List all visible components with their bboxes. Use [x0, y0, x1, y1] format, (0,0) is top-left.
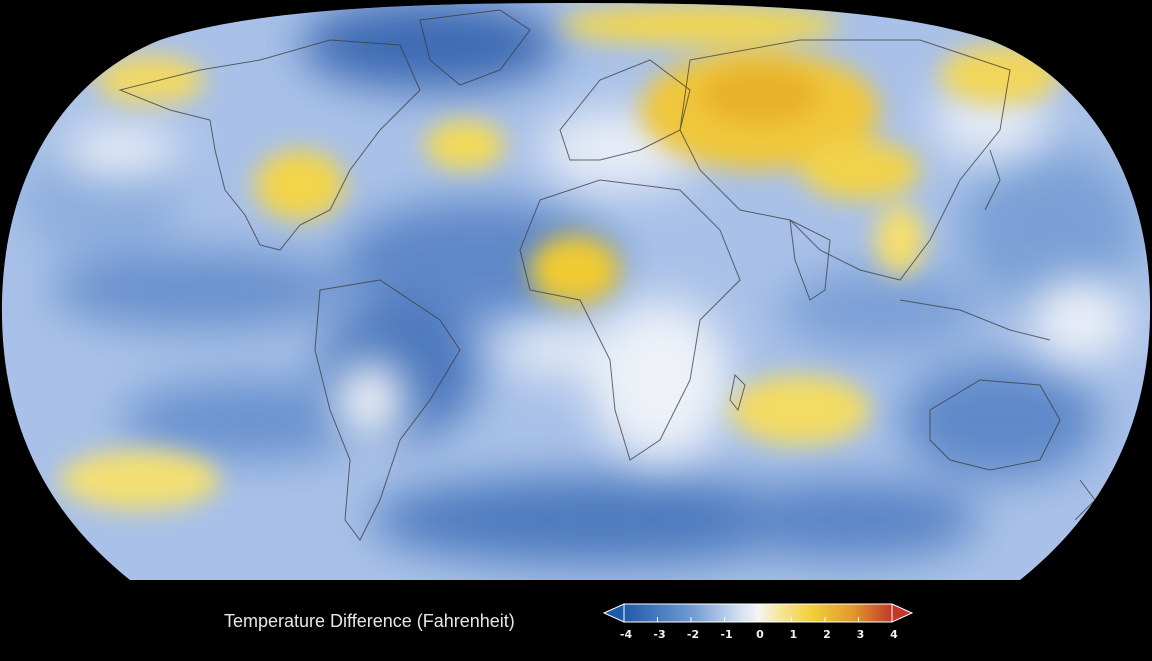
india-outline	[789, 219, 831, 301]
tick-label: -1	[720, 628, 733, 641]
north-america-outline	[118, 39, 421, 251]
africa-outline	[519, 179, 741, 461]
indonesia-outline	[899, 299, 1051, 341]
warm-anomaly-regions	[60, 5, 1060, 510]
greenland-outline	[419, 9, 531, 86]
colorbar-warm-arrow	[891, 603, 914, 623]
australia-outline	[929, 379, 1061, 471]
neutral-anomaly-regions	[60, 80, 1130, 460]
tick-label: -3	[653, 628, 666, 641]
tick-label: 2	[823, 628, 831, 641]
tick-label: 3	[856, 628, 865, 641]
japan-outline	[984, 149, 1001, 211]
colorbar-tick-marks	[623, 617, 893, 622]
madagascar-outline	[729, 373, 746, 412]
anomaly-field	[1, 3, 1151, 580]
south-america-outline	[314, 279, 461, 541]
tick-label: 4	[890, 628, 898, 641]
tick-label: -4	[619, 628, 633, 641]
tick-label: 0	[756, 628, 764, 641]
tick-label: -2	[686, 628, 700, 641]
continent-outlines	[118, 9, 1096, 541]
legend-title: Temperature Difference (Fahrenheit)	[224, 611, 515, 631]
colorbar	[602, 603, 914, 623]
colorbar-tick-labels: -4 -3 -2 -1 0 1 2 3 4	[612, 628, 902, 648]
tick-label: 1	[789, 628, 798, 641]
asia-outline	[679, 39, 1011, 281]
